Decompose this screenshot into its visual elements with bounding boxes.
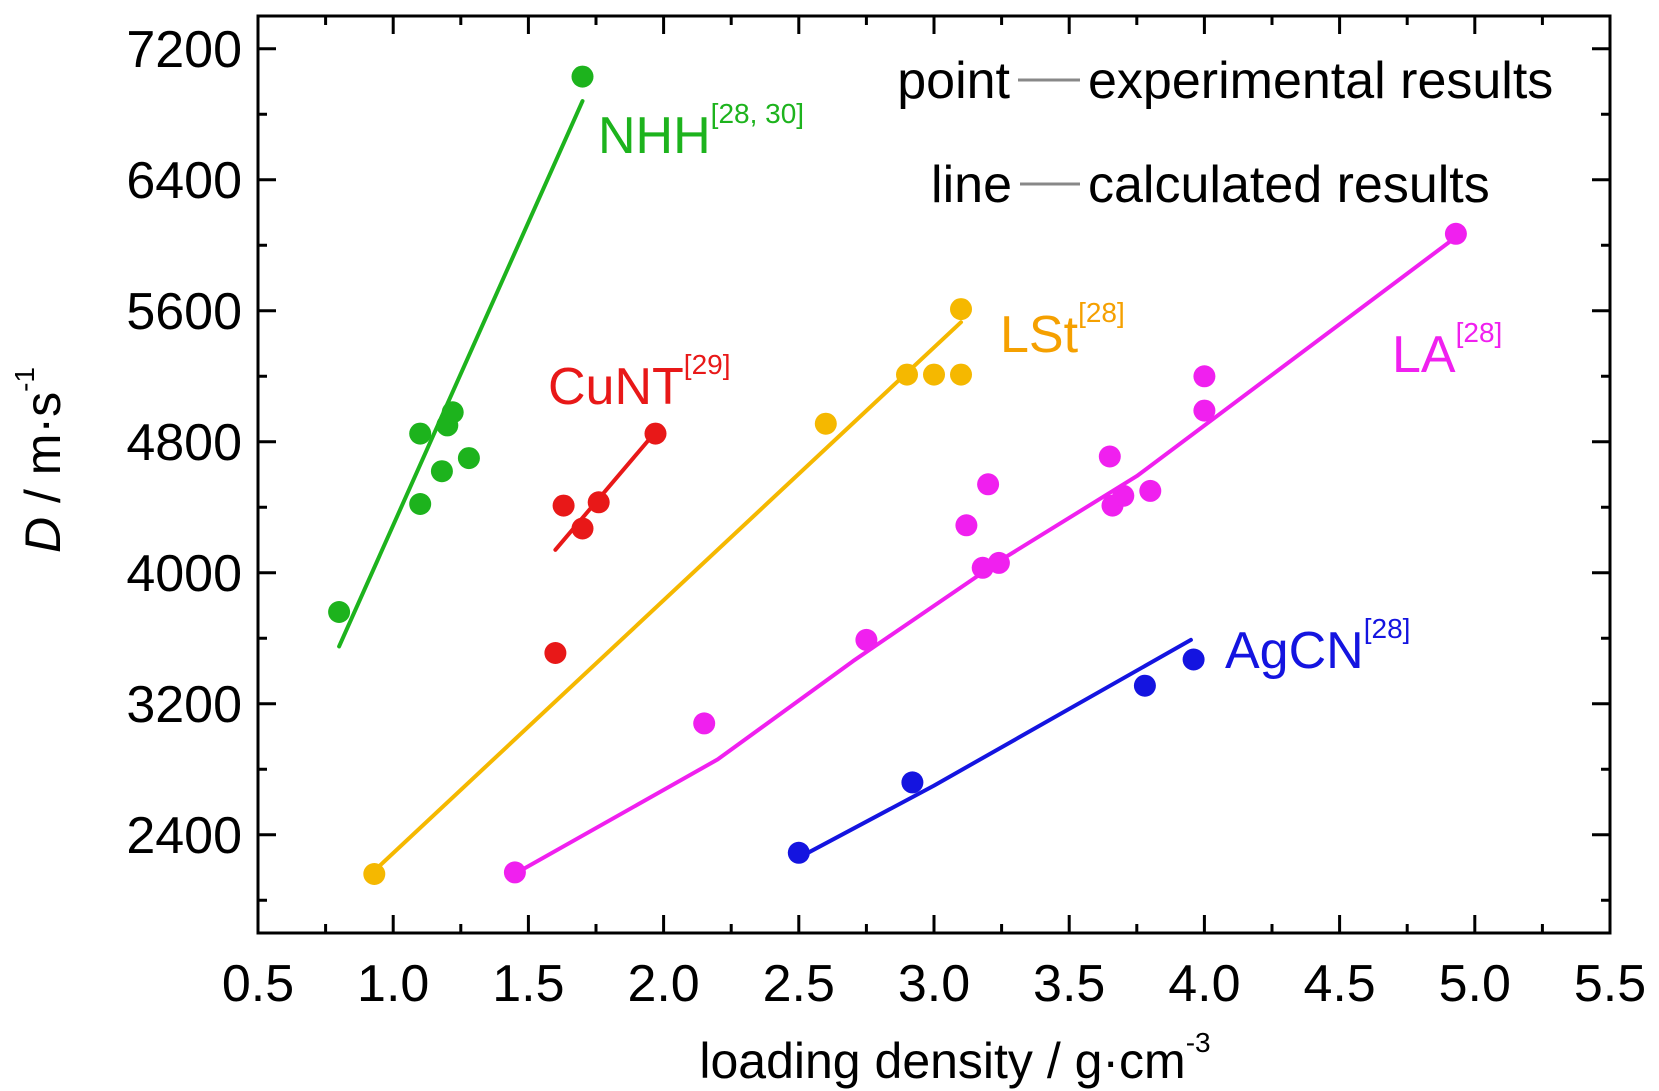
data-point-cunt <box>644 422 667 445</box>
data-point-la <box>693 712 716 735</box>
x-tick-label: 1.0 <box>357 955 429 1013</box>
data-point-la <box>1444 222 1467 245</box>
series-label-la-ref: [28] <box>1456 317 1503 348</box>
y-axis-label-sup: -1 <box>9 367 40 392</box>
legend-prefix-line: line <box>931 156 1012 214</box>
y-tick-label: 4800 <box>126 414 242 472</box>
data-point-lst <box>814 412 837 435</box>
calculated-line-nhh <box>337 99 585 649</box>
series-label-la: LA[28] <box>1392 317 1502 384</box>
series-label-nhh-name: NHH <box>598 107 711 165</box>
legend-text-point: experimental results <box>1088 52 1553 110</box>
legend: point experimental results line calculat… <box>897 52 1553 214</box>
series-label-lst-name: LSt <box>1000 306 1079 364</box>
x-tick-label: 2.5 <box>763 955 835 1013</box>
series-label-lst-ref: [28] <box>1078 297 1125 328</box>
series-label-nhh-ref: [28, 30] <box>711 98 804 129</box>
y-tick-label: 4000 <box>126 545 242 603</box>
y-axis-label: D / m·s-1 <box>9 367 71 553</box>
experimental-points <box>328 65 1467 885</box>
data-point-agcn <box>787 841 810 864</box>
data-point-nhh <box>441 401 464 424</box>
data-point-nhh <box>430 460 453 483</box>
y-tick-label: 6400 <box>126 152 242 210</box>
legend-item-points: point experimental results <box>897 52 1553 110</box>
x-tick-label: 4.0 <box>1168 955 1240 1013</box>
series-label-cunt-name: CuNT <box>548 358 684 416</box>
calculated-line-agcn <box>796 637 1193 860</box>
legend-prefix-point: point <box>897 52 1010 110</box>
y-axis: 2400 3200 4000 4800 5600 6400 7200 <box>126 21 1610 902</box>
x-tick-label: 5.5 <box>1574 955 1646 1013</box>
data-point-lst <box>896 363 918 386</box>
data-point-la <box>1139 479 1162 502</box>
data-point-lst <box>363 863 386 885</box>
x-tick-label: 4.5 <box>1303 955 1375 1013</box>
data-point-agcn <box>1182 648 1205 671</box>
legend-item-lines: line calculated results <box>931 156 1490 214</box>
data-point-cunt <box>587 491 610 514</box>
series-label-la-name: LA <box>1392 326 1456 384</box>
x-tick-label: 0.5 <box>222 955 294 1013</box>
x-tick-label: 2.0 <box>627 955 699 1013</box>
y-axis-label-text: / m·s <box>15 392 71 517</box>
data-point-la <box>1193 365 1216 388</box>
x-axis-label: loading density / g·cm-3 <box>699 1027 1210 1089</box>
data-point-nhh <box>409 493 432 515</box>
data-point-la <box>1098 445 1121 468</box>
series-label-agcn-name: AgCN <box>1225 622 1364 680</box>
plot-frame <box>256 14 1612 935</box>
data-point-la <box>977 473 1000 496</box>
data-point-la <box>1112 484 1135 507</box>
data-point-lst <box>950 363 972 386</box>
series-label-nhh: NHH[28, 30] <box>598 98 804 165</box>
y-axis-label-symbol: D <box>15 517 71 553</box>
data-point-cunt <box>544 642 567 664</box>
data-point-cunt <box>552 494 575 517</box>
series-label-cunt: CuNT[29] <box>548 349 731 416</box>
data-point-nhh <box>328 601 351 623</box>
series-label-agcn-ref: [28] <box>1364 613 1411 644</box>
y-tick-label: 2400 <box>126 807 242 865</box>
data-point-agcn <box>901 771 924 794</box>
data-point-nhh <box>409 422 432 445</box>
series-label-lst: LSt[28] <box>1000 297 1125 364</box>
y-tick-label: 3200 <box>126 676 242 734</box>
x-axis-label-sup: -3 <box>1186 1027 1211 1058</box>
y-tick-label: 5600 <box>126 283 242 341</box>
data-point-la <box>955 514 978 537</box>
series-label-agcn: AgCN[28] <box>1225 613 1410 680</box>
data-point-lst <box>923 363 945 386</box>
data-point-lst <box>950 298 972 321</box>
x-axis-label-text: loading density / g·cm <box>699 1033 1185 1089</box>
calculated-line-la <box>518 235 1458 873</box>
calculated-line-lst <box>372 320 963 873</box>
x-tick-label: 1.5 <box>492 955 564 1013</box>
x-tick-label: 5.0 <box>1439 955 1511 1013</box>
x-tick-label: 3.0 <box>898 955 970 1013</box>
data-point-nhh <box>571 65 594 88</box>
x-axis: 0.5 1.0 1.5 2.0 2.5 3.0 3.5 4.0 4.5 5.0 5.5 <box>222 16 1646 1013</box>
calculated-lines <box>337 99 1458 873</box>
data-point-cunt <box>571 517 594 540</box>
data-point-la <box>503 861 526 884</box>
series-labels: NHH[28, 30] CuNT[29] LSt[28] LA[28] AgCN… <box>548 98 1502 680</box>
y-tick-label: 7200 <box>126 21 242 79</box>
data-point-la <box>855 628 878 651</box>
series-label-cunt-ref: [29] <box>684 349 731 380</box>
x-tick-label: 3.5 <box>1033 955 1105 1013</box>
data-point-nhh <box>457 447 480 470</box>
calculated-line-cunt <box>553 429 658 552</box>
legend-text-line: calculated results <box>1088 156 1490 214</box>
data-point-la <box>987 551 1010 574</box>
data-point-la <box>1193 399 1216 422</box>
data-point-agcn <box>1133 674 1156 697</box>
